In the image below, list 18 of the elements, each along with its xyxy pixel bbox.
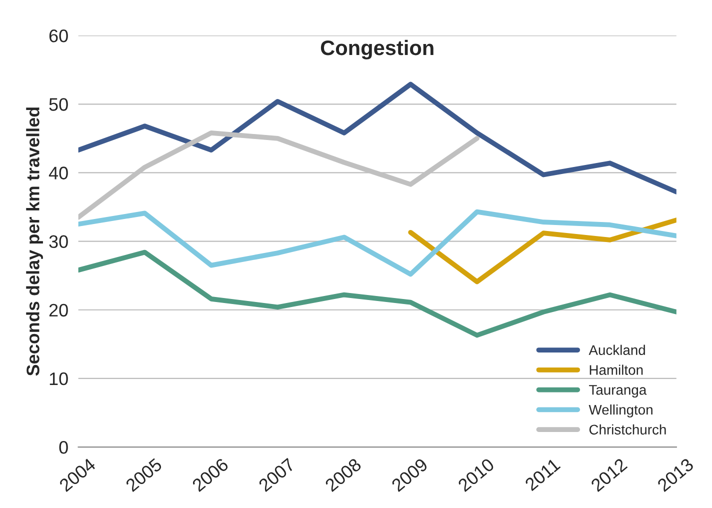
line-series (78, 209, 676, 277)
y-tick-label: 60 (49, 29, 68, 42)
y-tick-label: 50 (49, 98, 68, 111)
y-tick-label: 30 (49, 235, 68, 248)
line-series (408, 218, 676, 284)
y-tick-label: 10 (50, 372, 68, 386)
line-series (78, 82, 676, 194)
y-axis-title: Seconds delay per km travelled (26, 108, 43, 376)
chart-title: Congestion (320, 40, 434, 60)
legend-label: Tauranga (589, 385, 647, 398)
line-series (78, 250, 676, 338)
legend-label: Wellington (588, 404, 652, 418)
y-tick-label: 0 (59, 440, 68, 454)
legend-label: Christchurch (589, 424, 666, 435)
legend-label: Auckland (588, 344, 645, 356)
legend-label: Hamilton (590, 364, 643, 375)
y-tick-label: 20 (49, 304, 68, 317)
y-tick-label: 40 (48, 166, 68, 180)
